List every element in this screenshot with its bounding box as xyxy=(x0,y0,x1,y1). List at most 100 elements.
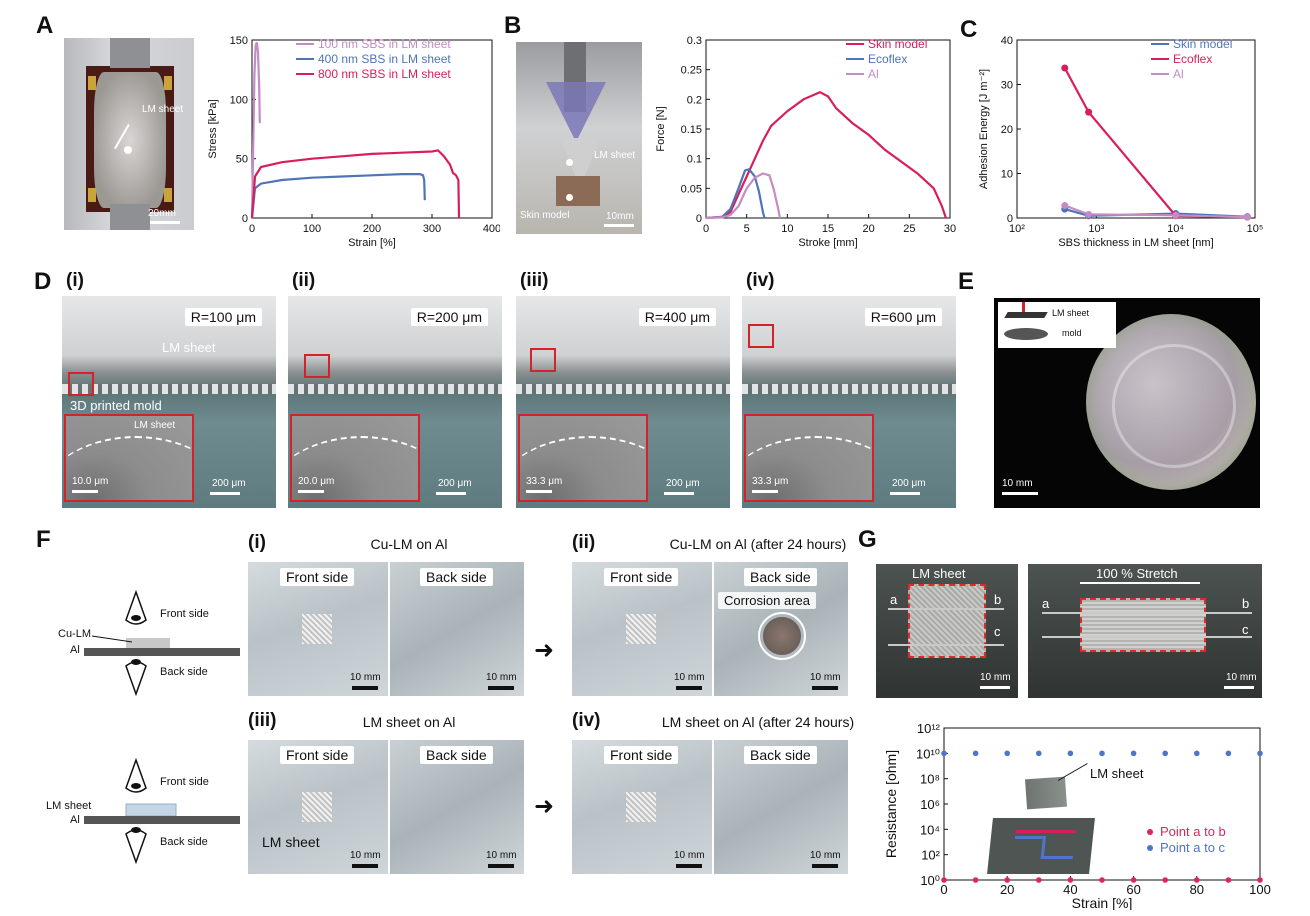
scale-bar-label: 10 mm xyxy=(1226,672,1257,683)
data-point xyxy=(1257,750,1263,757)
panel-d-sublabel: (iii) xyxy=(520,270,549,291)
clamp-pad xyxy=(88,188,96,202)
arrow-right-icon: ➜ xyxy=(534,793,555,820)
inset-scale-label: 20.0 μm xyxy=(298,476,335,487)
inset-lm-sheet-label: LM sheet xyxy=(134,420,176,431)
data-point xyxy=(972,750,979,757)
lm-sheet-label: LM sheet xyxy=(162,340,216,355)
front-side-label: Front side xyxy=(604,746,679,764)
point-a-label: a xyxy=(1042,596,1050,611)
y-tick-label: 0.05 xyxy=(681,183,702,195)
al-substrate xyxy=(84,816,254,824)
disc-relief xyxy=(1112,344,1236,468)
pointer-dot xyxy=(566,159,573,166)
x-tick-label: 25 xyxy=(903,223,915,235)
inset-scale-bar xyxy=(298,490,324,493)
cu-lm-leader xyxy=(91,635,133,643)
inset-scale-bar xyxy=(72,490,98,493)
series-line xyxy=(1063,67,1248,219)
inset-scale-bar xyxy=(526,490,552,493)
data-point xyxy=(1162,750,1168,757)
press-arrow xyxy=(1022,302,1025,312)
back-side-photo: Back side 10 mm xyxy=(390,740,524,874)
inset-lm-sheet-label: LM sheet xyxy=(1090,766,1144,781)
data-point xyxy=(1099,877,1105,883)
x-tick-label: 80 xyxy=(1190,882,1204,897)
electrode-line-a xyxy=(888,608,1004,610)
back-eye-icon xyxy=(125,829,147,865)
x-axis-label: Strain [%] xyxy=(348,237,396,249)
bottom-clamp xyxy=(110,204,150,230)
panel-label-g: G xyxy=(858,526,877,553)
electrode-line-c xyxy=(1042,636,1252,638)
back-side-label: Back side xyxy=(744,746,817,764)
y-tick-label: 10² xyxy=(921,848,940,863)
panel-f-title: Cu-LM on Al xyxy=(370,536,448,552)
scale-bar-label: 10 mm xyxy=(486,850,517,861)
lm-sheet-edge xyxy=(742,384,956,394)
y-tick-label: 0.3 xyxy=(687,35,702,47)
lm-sheet-label: LM sheet xyxy=(912,566,966,581)
scale-bar xyxy=(664,492,694,495)
y-tick-label: 10 xyxy=(1001,169,1013,181)
scale-bar-label: 10 mm xyxy=(810,672,841,683)
legend-entry: Point a to c xyxy=(1160,840,1226,855)
data-point xyxy=(1085,210,1093,218)
panel-f-sublabel: (iii) xyxy=(248,710,277,731)
panel-f-sublabel: (iv) xyxy=(572,710,601,731)
legend-entry: Ecoflex xyxy=(868,52,907,66)
pointer-dot xyxy=(566,194,573,201)
front-side-label: Front side xyxy=(280,746,355,764)
data-point xyxy=(1004,750,1010,757)
front-eye-icon xyxy=(125,589,147,625)
radius-label: R=400 μm xyxy=(638,308,716,326)
panel-f-title: LM sheet on Al xyxy=(362,714,456,730)
scale-bar-label: 10 mm xyxy=(980,672,1011,683)
front-side-label: Front side xyxy=(280,568,355,586)
y-tick-label: 10⁶ xyxy=(920,797,940,812)
y-tick-label: 0.2 xyxy=(687,94,702,106)
lm-sheet-sample xyxy=(94,72,166,208)
interface-arc xyxy=(292,436,418,500)
point-c-label: c xyxy=(994,624,1001,639)
y-tick-label: 0 xyxy=(1007,213,1013,225)
plot-frame xyxy=(705,39,951,219)
scale-bar xyxy=(1224,686,1254,689)
data-point xyxy=(1162,877,1168,883)
legend-entry: Point a to b xyxy=(1160,824,1226,839)
interface-arc xyxy=(746,436,872,500)
y-tick-label: 10¹⁰ xyxy=(916,746,940,761)
mold-layer xyxy=(1004,328,1048,340)
panel-f-sublabel: (ii) xyxy=(572,532,596,553)
sample-square xyxy=(626,792,656,822)
x-tick-label: 300 xyxy=(423,223,441,235)
x-tick-label: 100 xyxy=(1249,882,1271,897)
back-side-photo: Back side Corrosion area 10 mm xyxy=(714,562,848,696)
panel-label-b: B xyxy=(504,12,522,39)
back-side-label: Back side xyxy=(420,746,493,764)
front-eye-pupil xyxy=(131,783,141,789)
cu-lm-layer xyxy=(126,638,170,648)
series-line xyxy=(705,168,766,220)
skin-model-block xyxy=(556,176,600,206)
lm-sheet-label: LM sheet xyxy=(1052,308,1090,318)
legend-entry: Al xyxy=(868,67,879,81)
zoom-region-box xyxy=(68,372,94,396)
x-tick-label: 5 xyxy=(744,223,750,235)
mold-cross-section-photo: R=100 μm LM sheet 3D printed mold LM sheet 1… xyxy=(62,296,276,508)
x-tick-label: 200 xyxy=(363,223,381,235)
data-point xyxy=(1036,750,1042,757)
lm-sheet-label: LM sheet xyxy=(262,834,320,850)
plot-frame xyxy=(1016,39,1256,219)
x-axis-label: SBS thickness in LM sheet [nm] xyxy=(1058,237,1213,249)
al-label: Al xyxy=(70,814,80,826)
path-a-c xyxy=(1014,836,1046,839)
x-tick-label: 0 xyxy=(940,882,947,897)
scale-bar-label: 10 mm xyxy=(1002,478,1033,489)
force-stroke-chart: 0 5 10 15 20 25 30 0 0.05 0.1 0.15 0.2 0.25 0.3 Stroke… xyxy=(655,35,956,249)
y-tick-label: 0 xyxy=(242,213,248,225)
mold-cross-section-photo: R=400 μm 33.3 μm 200 μm xyxy=(516,296,730,508)
chart-a-container: 0 100 200 300 400 0 50 100 150 Strain [%] Stress [… xyxy=(200,30,501,255)
data-point xyxy=(1194,877,1200,883)
data-point xyxy=(1061,202,1069,210)
